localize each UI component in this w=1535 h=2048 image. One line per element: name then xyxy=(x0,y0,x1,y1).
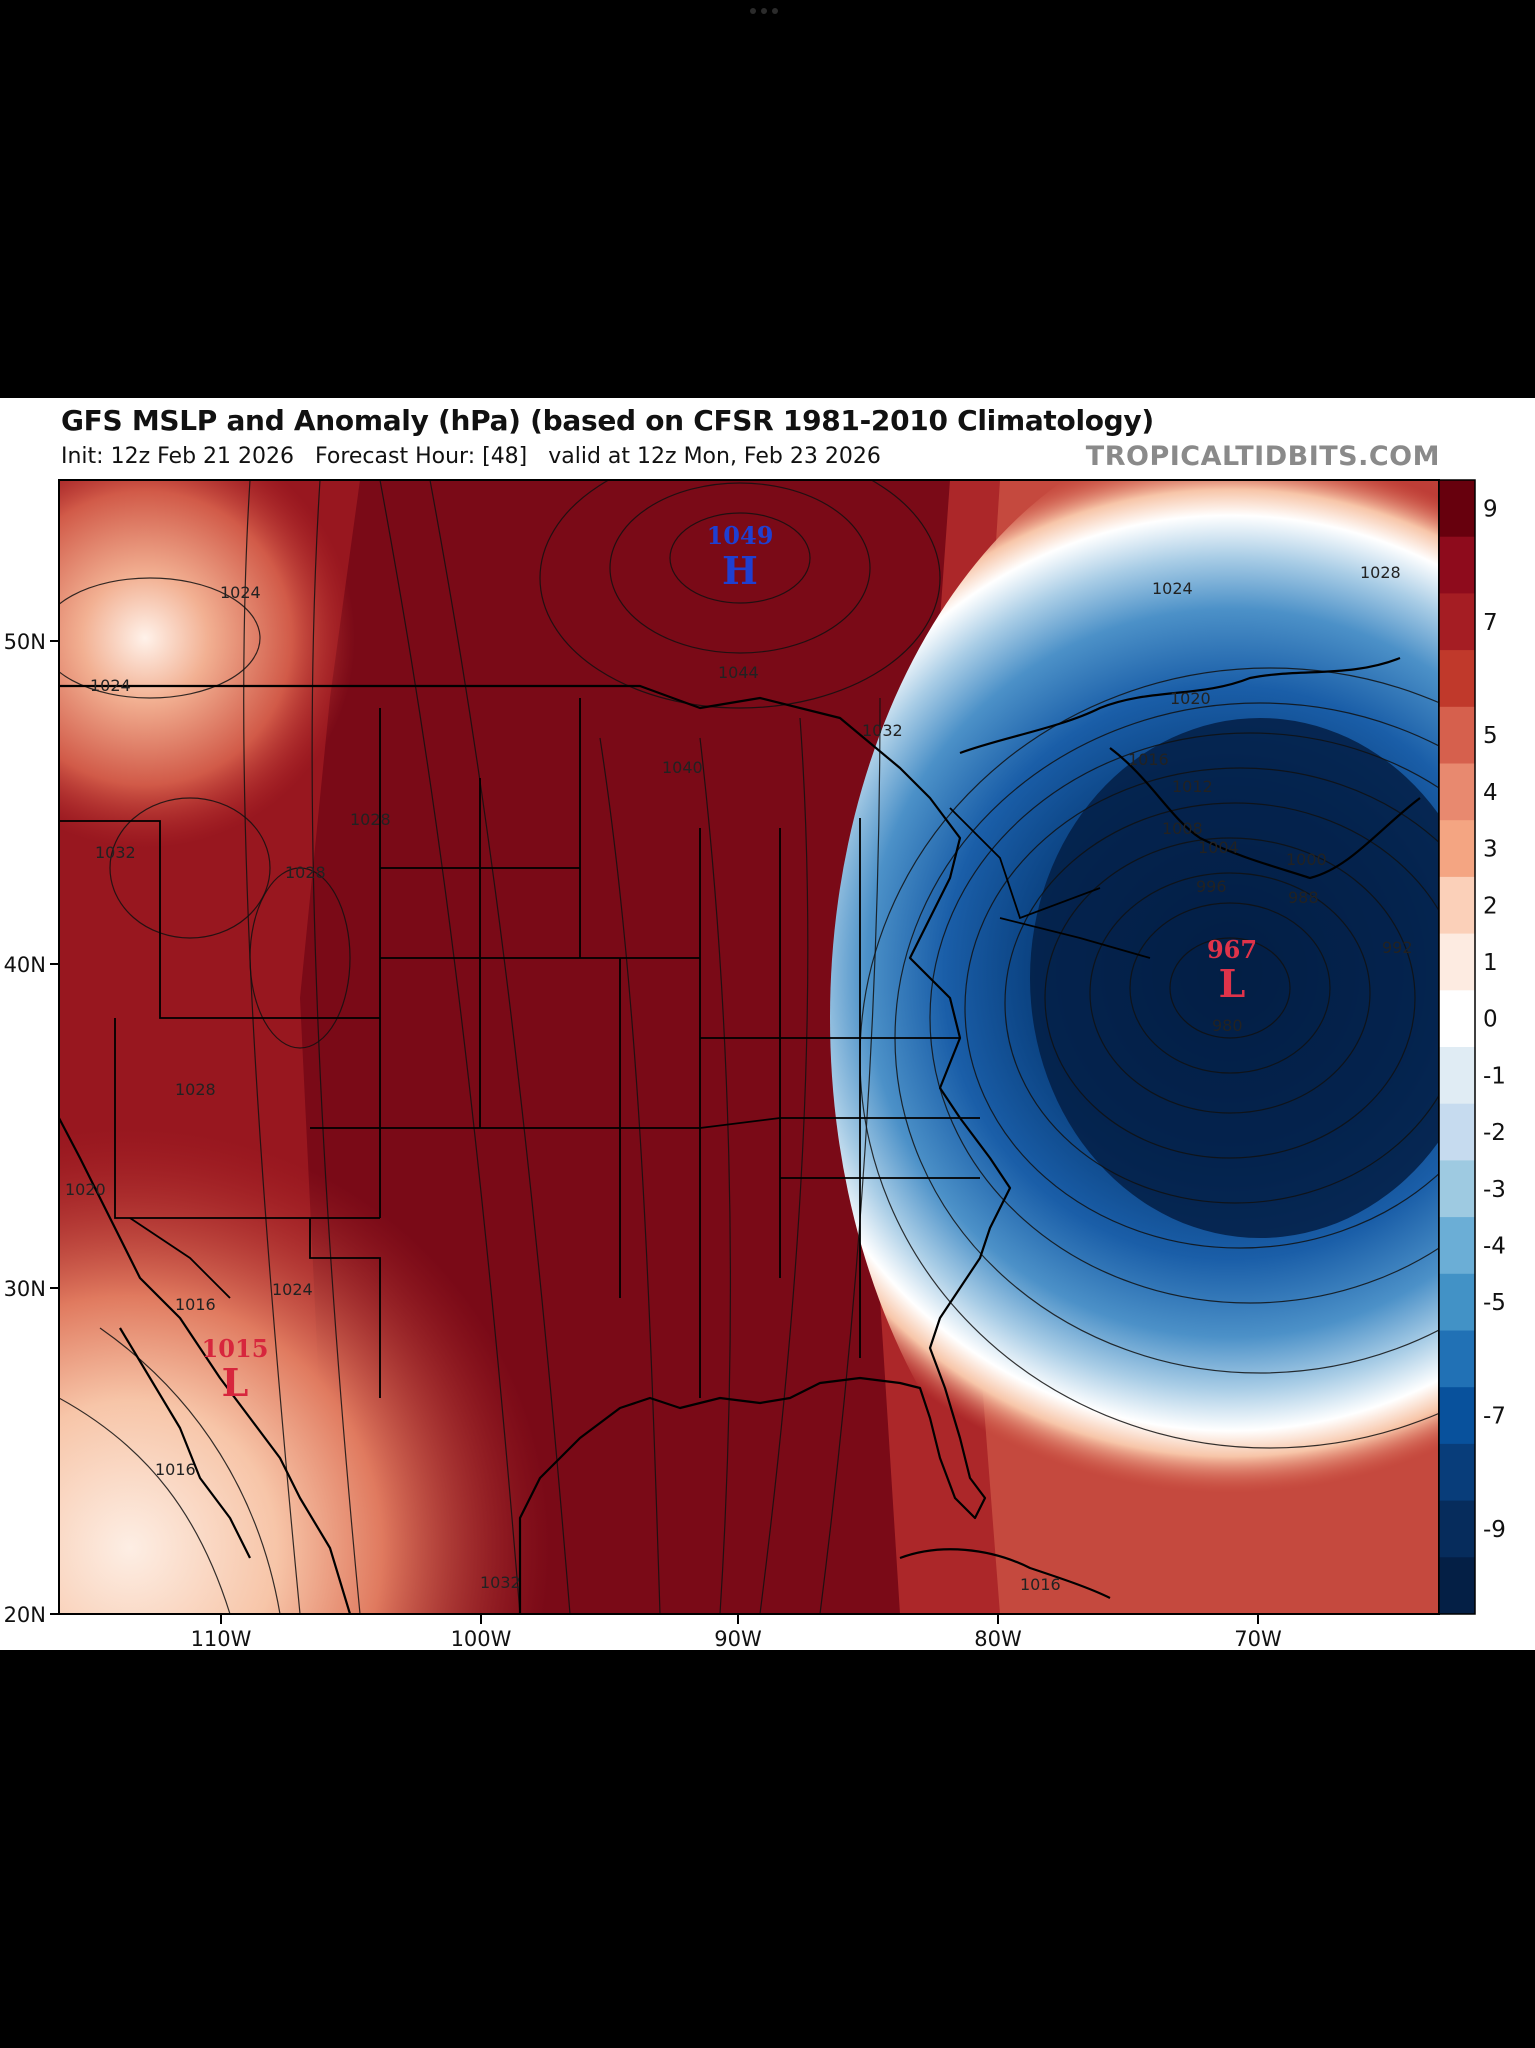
colorbar-swatch xyxy=(1439,1387,1475,1445)
colorbar-swatch xyxy=(1439,1103,1475,1161)
low-pressure-center-baja: 1015 L xyxy=(202,1334,269,1405)
colorbar-label: 7 xyxy=(1483,610,1498,636)
colorbar-swatch xyxy=(1439,1273,1475,1331)
colorbar-label: -2 xyxy=(1483,1120,1506,1146)
colorbar-label: -3 xyxy=(1483,1177,1506,1203)
lat-label: 30N xyxy=(4,1277,46,1301)
anomaly-field: 1024 1024 1028 1028 1032 1028 1020 1016 … xyxy=(59,480,1439,1614)
svg-text:967: 967 xyxy=(1207,935,1257,964)
isobars xyxy=(59,480,1439,1614)
colorbar-swatch xyxy=(1439,593,1475,651)
colorbar-swatch xyxy=(1439,480,1475,538)
source-watermark: TROPICALTIDBITS.COM xyxy=(1085,441,1440,472)
colorbar-swatch xyxy=(1439,990,1475,1048)
colorbar-swatch xyxy=(1439,706,1475,764)
low-pressure-center-atlantic: 967 L xyxy=(1207,935,1257,1006)
svg-text:1000: 1000 xyxy=(1286,850,1327,869)
svg-text:1049: 1049 xyxy=(707,521,774,550)
lat-label: 50N xyxy=(4,630,46,654)
svg-text:L: L xyxy=(222,1360,249,1405)
svg-text:1012: 1012 xyxy=(1172,777,1213,796)
colorbar-swatch xyxy=(1439,820,1475,878)
colorbar-swatch xyxy=(1439,1443,1475,1502)
colorbar-label: 5 xyxy=(1483,723,1498,749)
high-pressure-center: 1049 H xyxy=(707,521,774,593)
colorbar-label: 4 xyxy=(1483,780,1498,806)
svg-text:1028: 1028 xyxy=(175,1080,216,1099)
longitude-axis: 110W 100W 90W 80W 70W xyxy=(191,1614,1282,1650)
colorbar-swatch xyxy=(1439,876,1475,935)
svg-text:L: L xyxy=(1219,961,1246,1006)
colorbar-label: -5 xyxy=(1483,1290,1506,1316)
colorbar-label: 9 xyxy=(1483,496,1498,522)
map-title: GFS MSLP and Anomaly (hPa) (based on CFS… xyxy=(61,404,1154,437)
colorbar-label: -9 xyxy=(1483,1517,1506,1543)
colorbar-swatch xyxy=(1439,1330,1475,1388)
lat-label: 40N xyxy=(4,953,46,977)
svg-text:1028: 1028 xyxy=(350,810,391,829)
svg-text:1032: 1032 xyxy=(480,1573,521,1592)
svg-text:996: 996 xyxy=(1196,877,1227,896)
colorbar-frame xyxy=(1438,479,1476,1615)
map-subtitle: Init: 12z Feb 21 2026 Forecast Hour: [48… xyxy=(61,444,881,469)
svg-text:1015: 1015 xyxy=(202,1334,269,1363)
lon-label: 80W xyxy=(974,1627,1022,1650)
svg-text:1032: 1032 xyxy=(95,843,136,862)
colorbar-swatch xyxy=(1439,1160,1475,1218)
lon-label: 70W xyxy=(1234,1627,1282,1650)
svg-text:1032: 1032 xyxy=(862,721,903,740)
colorbar-swatch xyxy=(1439,650,1475,708)
svg-text:1044: 1044 xyxy=(718,663,759,682)
svg-text:1040: 1040 xyxy=(662,758,703,777)
svg-text:1008: 1008 xyxy=(1162,819,1203,838)
colorbar-label: 3 xyxy=(1483,837,1498,863)
svg-text:H: H xyxy=(722,548,758,593)
svg-text:1016: 1016 xyxy=(1020,1575,1061,1594)
colorbar-swatch xyxy=(1439,763,1475,821)
svg-text:1024: 1024 xyxy=(1152,579,1193,598)
colorbar-swatch xyxy=(1439,1217,1475,1275)
svg-text:1028: 1028 xyxy=(1360,563,1401,582)
svg-text:1016: 1016 xyxy=(175,1295,216,1314)
colorbar-label: 2 xyxy=(1483,893,1498,919)
colorbar-label: -1 xyxy=(1483,1063,1506,1089)
lat-label: 20N xyxy=(4,1603,46,1627)
colorbar-swatch xyxy=(1439,933,1475,991)
svg-text:1024: 1024 xyxy=(272,1280,313,1299)
colorbar-swatch xyxy=(1439,1500,1475,1558)
lon-label: 100W xyxy=(451,1627,512,1650)
lon-label: 110W xyxy=(191,1627,252,1650)
colorbar-swatch xyxy=(1439,1557,1475,1615)
colorbar-label: 1 xyxy=(1483,950,1498,976)
colorbar-label: -7 xyxy=(1483,1404,1506,1430)
map-panel: GFS MSLP and Anomaly (hPa) (based on CFS… xyxy=(0,398,1535,1650)
svg-text:992: 992 xyxy=(1382,938,1413,957)
colorbar-label: 0 xyxy=(1483,1007,1498,1033)
svg-text:1024: 1024 xyxy=(220,583,261,602)
lon-label: 90W xyxy=(714,1627,762,1650)
svg-text:1016: 1016 xyxy=(155,1460,196,1479)
svg-text:1028: 1028 xyxy=(285,863,326,882)
colorbar: 9 7 5 4 3 2 1 0 -1 -2 -3 -4 -5 -7 -9 xyxy=(1438,479,1506,1615)
colorbar-swatch xyxy=(1439,1047,1475,1105)
viewer-pager-dots xyxy=(750,8,786,16)
colorbar-swatch xyxy=(1439,536,1475,594)
svg-text:1020: 1020 xyxy=(65,1180,106,1199)
svg-text:1004: 1004 xyxy=(1198,838,1239,857)
svg-text:988: 988 xyxy=(1288,888,1319,907)
svg-text:1016: 1016 xyxy=(1128,750,1169,769)
isobar-labels: 1024 1024 1028 1028 1032 1028 1020 1016 … xyxy=(65,563,1413,1594)
forecast-map: 1024 1024 1028 1028 1032 1028 1020 1016 … xyxy=(4,479,1506,1650)
svg-text:1020: 1020 xyxy=(1170,689,1211,708)
colorbar-label: -4 xyxy=(1483,1233,1506,1259)
svg-text:980: 980 xyxy=(1212,1016,1243,1035)
svg-text:1024: 1024 xyxy=(90,676,131,695)
coastlines-and-borders xyxy=(59,656,1421,1614)
latitude-axis: 50N 40N 30N 20N xyxy=(4,630,59,1627)
